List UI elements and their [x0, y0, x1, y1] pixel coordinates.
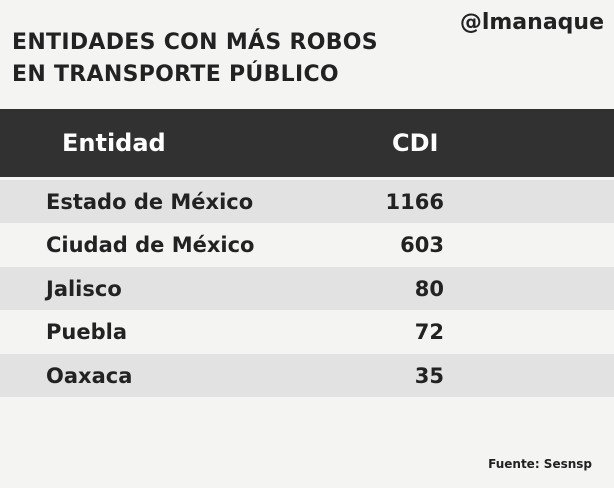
entity-cell: Estado de México [46, 189, 254, 214]
column-header: CDI [392, 129, 439, 157]
table-row: Estado de México 1166 [0, 180, 614, 223]
table-row: Ciudad de México 603 [0, 224, 614, 267]
table-row: Jalisco 80 [0, 267, 614, 310]
title-line: ENTIDADES CON MÁS ROBOS [12, 30, 378, 55]
source-note: Fuente: Sesnsp [488, 457, 592, 471]
cdi-cell: 72 [414, 320, 444, 344]
table-header: Entidad CDI [0, 109, 614, 177]
table-row: Puebla 72 [0, 311, 614, 354]
entity-cell: Oaxaca [46, 363, 133, 388]
cdi-cell: 35 [414, 363, 444, 388]
table-row: Oaxaca 35 [0, 354, 614, 397]
entity-cell: Jalisco [46, 276, 122, 301]
cdi-cell: 1166 [385, 189, 444, 214]
cdi-cell: 603 [400, 233, 444, 257]
cdi-cell: 80 [414, 276, 444, 301]
column-header: Entidad [62, 129, 166, 157]
brand-logo: @lmanaque [459, 10, 604, 35]
entity-cell: Puebla [46, 320, 127, 344]
entity-cell: Ciudad de México [46, 233, 255, 257]
title-line: EN TRANSPORTE PÚBLICO [12, 62, 339, 87]
